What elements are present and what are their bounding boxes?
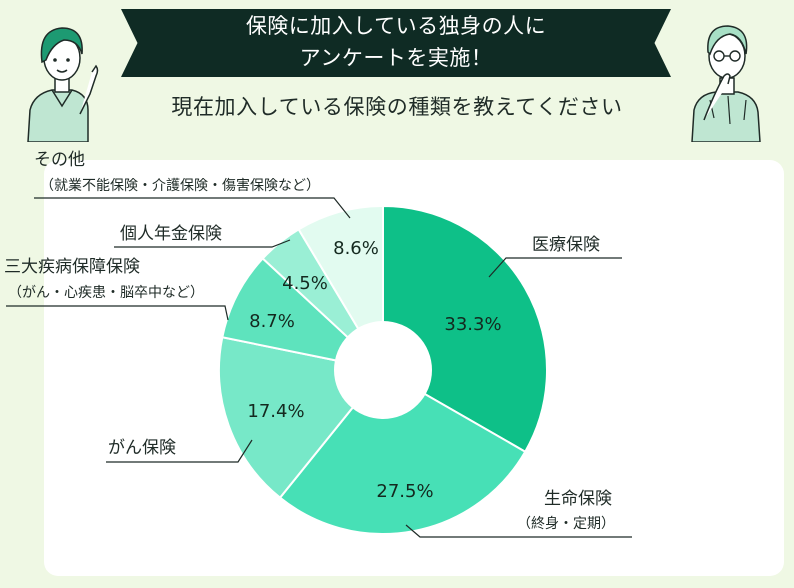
leader-line-seimei [405,524,632,538]
slice-sublabel-sandai: （がん・心疾患・脳卒中など） [8,285,204,301]
donut-hole [334,321,432,419]
slice-value-iryo: 33.3% [444,314,501,335]
slice-sublabel-seimei: （終身・定期） [517,516,615,532]
leader-line-sandai [6,305,229,321]
slice-value-nenkin: 4.5% [282,273,328,294]
question-subtitle: 現在加入している保険の種類を教えてください [171,95,623,119]
leader-line-gan [106,439,253,463]
slice-label-sonota: その他 [34,150,85,170]
title-banner [121,9,671,77]
leader-line-sonota [34,197,351,219]
slice-value-seimei: 27.5% [376,481,433,502]
slice-label-iryo: 医療保険 [532,235,600,255]
slice-label-gan: がん保険 [108,438,176,458]
slice-label-sandai: 三大疾病保障保険 [4,257,140,277]
leader-line-nenkin [114,239,291,248]
slice-value-gan: 17.4% [247,401,304,422]
banner-title-line2: アンケートを実施！ [299,46,493,70]
slice-label-nenkin: 個人年金保険 [120,224,222,244]
slice-sublabel-sonota: （就業不能保険・介護保険・傷害保険など） [40,178,320,194]
slice-label-seimei: 生命保険 [544,489,612,509]
man-illustration [691,25,761,142]
woman-illustration [27,27,99,142]
slice-value-sonota: 8.6% [333,238,379,259]
slice-value-sandai: 8.7% [249,311,295,332]
banner-title-line1: 保険に加入している独身の人に [245,14,547,38]
leader-line-iryo [488,257,622,278]
